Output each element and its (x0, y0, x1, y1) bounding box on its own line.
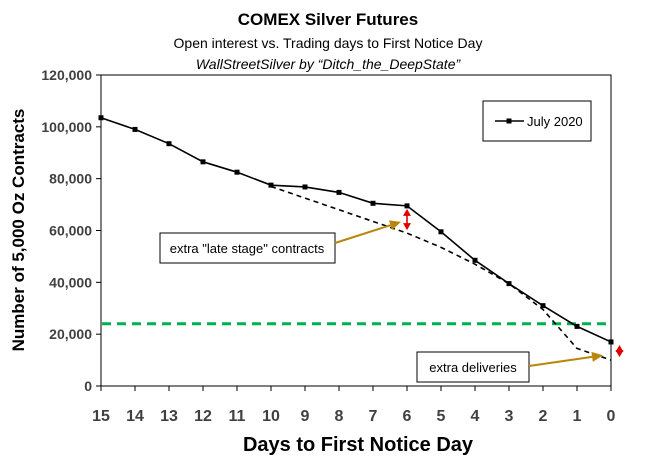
x-tick-label: 9 (301, 408, 310, 425)
series-markers (98, 115, 614, 345)
x-tick-label: 3 (505, 408, 514, 425)
annotation-box-late-stage (159, 232, 336, 264)
x-tick-label: 6 (403, 408, 412, 425)
trend-line (270, 185, 612, 361)
series-point (608, 339, 614, 345)
series-point (540, 303, 546, 309)
series-point (200, 159, 206, 165)
y-tick-label: 20,000 (49, 326, 92, 342)
chart-credit: WallStreetSilver by “Ditch_the_DeepState… (196, 56, 462, 72)
x-axis: 15 14 13 12 11 10 9 8 7 6 5 4 3 2 1 0 (92, 386, 616, 425)
gap-arrows (403, 208, 624, 358)
annotation-late-stage: extra "late stage" contracts (159, 220, 401, 264)
annotation-extra-deliveries: extra deliveries (416, 351, 603, 383)
series-point (438, 229, 444, 235)
y-tick-label: 40,000 (49, 274, 92, 290)
chart-title: COMEX Silver Futures (238, 10, 418, 29)
series-point (472, 257, 478, 263)
annotation-arrowhead-extra-deliveries (591, 351, 603, 362)
series-point (404, 203, 410, 209)
x-tick-label: 1 (573, 408, 582, 425)
legend-marker (506, 118, 512, 124)
x-tick-label: 8 (335, 408, 344, 425)
annotation-arrowhead-late-stage (388, 220, 401, 230)
x-tick-label: 2 (539, 408, 548, 425)
series-point (506, 281, 512, 287)
x-tick-label: 7 (369, 408, 378, 425)
y-tick-label: 120,000 (41, 67, 92, 83)
series-point (166, 141, 172, 147)
y-tick-label: 0 (84, 378, 92, 394)
x-tick-label: 12 (194, 408, 212, 425)
series-point (574, 323, 580, 329)
gap-arrowhead-top (403, 208, 411, 216)
annotation-arrow-extra-deliveries (528, 355, 593, 367)
annotation-text-extra-deliveries: extra deliveries (429, 360, 517, 375)
annotation-arrow-late-stage (334, 224, 391, 244)
x-tick-label: 10 (262, 408, 280, 425)
series-point (98, 115, 104, 121)
gap-arrowhead-bottom (615, 350, 624, 358)
series-line-july-2020 (100, 117, 612, 343)
series-point (370, 200, 376, 206)
series-point (234, 169, 240, 175)
annotation-box-extra-deliveries (416, 351, 530, 383)
x-tick-label: 0 (607, 408, 616, 425)
x-axis-label: Days to First Notice Day (243, 434, 474, 456)
x-tick-label: 13 (160, 408, 178, 425)
chart-subtitle: Open interest vs. Trading days to First … (174, 35, 483, 51)
legend: July 2020 (482, 100, 592, 142)
y-tick-label: 60,000 (49, 223, 92, 239)
x-tick-label: 4 (471, 408, 480, 425)
y-tick-label: 100,000 (41, 119, 92, 135)
y-axis: 0 20,000 40,000 60,000 80,000 100,000 120,000 (41, 67, 101, 394)
y-axis-label: Number of 5,000 Oz Contracts (9, 109, 28, 352)
x-tick-label: 5 (437, 408, 446, 425)
series-point (302, 184, 308, 190)
x-tick-label: 15 (92, 408, 110, 425)
legend-entry-july-2020: July 2020 (527, 114, 583, 129)
x-tick-label: 14 (126, 408, 144, 425)
y-tick-label: 80,000 (49, 171, 92, 187)
gap-arrowhead-bottom (403, 223, 411, 231)
x-tick-label: 11 (229, 408, 246, 425)
series-point (268, 182, 274, 188)
series-point (132, 126, 138, 132)
annotation-text-late-stage: extra "late stage" contracts (170, 241, 325, 256)
series-point (336, 189, 342, 195)
